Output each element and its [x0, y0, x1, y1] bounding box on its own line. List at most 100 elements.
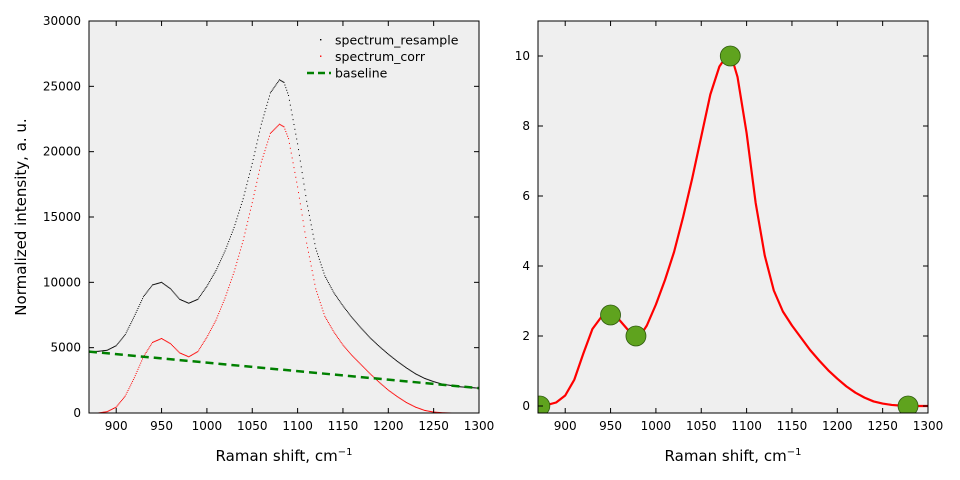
series-spectrum_resample-point — [301, 172, 303, 174]
series-spectrum_resample-point — [293, 123, 295, 125]
series-spectrum_resample-point — [125, 332, 127, 334]
series-spectrum_corr-point — [296, 181, 298, 183]
series-spectrum_resample-point — [100, 350, 102, 352]
series-spectrum_corr-point — [129, 386, 131, 388]
series-spectrum_resample-point — [335, 294, 337, 296]
series-spectrum_corr-point — [376, 380, 378, 382]
series-spectrum_resample-point — [302, 177, 304, 179]
series-spectrum_corr-point — [425, 410, 427, 412]
x-tick-label: 1150 — [777, 419, 808, 433]
series-spectrum_resample-point — [345, 308, 347, 310]
series-spectrum_corr-point — [401, 399, 403, 401]
series-spectrum_resample-point — [424, 377, 426, 379]
series-spectrum_resample-point — [354, 320, 356, 322]
series-spectrum_resample-point — [327, 280, 329, 282]
series-spectrum_resample-point — [106, 349, 108, 351]
series-spectrum_resample-point — [153, 283, 155, 285]
series-spectrum_resample-point — [298, 149, 300, 151]
series-spectrum_resample-point — [321, 267, 323, 269]
series-spectrum_resample-point — [133, 315, 135, 317]
series-spectrum_resample-point — [422, 376, 424, 378]
series-spectrum_corr-point — [110, 409, 112, 411]
series-spectrum_resample-point — [392, 357, 394, 359]
series-spectrum_corr-point — [327, 320, 329, 322]
series-spectrum_corr-point — [348, 351, 350, 353]
series-spectrum_resample-point — [294, 128, 296, 130]
series-spectrum_corr-point — [119, 402, 121, 404]
series-spectrum_resample-point — [337, 298, 339, 300]
series-spectrum_corr-point — [339, 340, 341, 342]
series-spectrum_corr-point — [410, 404, 412, 406]
series-spectrum_corr-point — [345, 347, 347, 349]
series-spectrum_corr-point — [414, 406, 416, 408]
series-spectrum_corr-point — [254, 189, 256, 191]
series-spectrum_corr-point — [143, 354, 145, 356]
series-spectrum_resample-point — [473, 387, 475, 389]
series-spectrum_corr-point — [167, 341, 169, 343]
series-spectrum_corr-point — [438, 411, 440, 413]
series-spectrum_corr-point — [128, 388, 130, 390]
series-spectrum_corr-point — [341, 343, 343, 345]
series-spectrum_resample-point — [173, 292, 175, 294]
series-spectrum_resample-point — [330, 287, 332, 289]
series-spectrum_corr-point — [420, 408, 422, 410]
series-spectrum_corr-point — [314, 283, 316, 285]
series-spectrum_corr-point — [212, 324, 214, 326]
series-spectrum_resample-point — [318, 258, 320, 260]
series-spectrum_resample-point — [429, 379, 431, 381]
series-spectrum_resample-point — [395, 360, 397, 362]
series-spectrum_resample-point — [236, 218, 238, 220]
series-spectrum_corr-point — [223, 299, 225, 301]
series-spectrum_corr-point — [160, 338, 162, 340]
series-spectrum_corr-point — [115, 406, 117, 408]
series-spectrum_resample-point — [230, 234, 232, 236]
series-spectrum_resample-point — [327, 282, 329, 284]
y-tick-label: 6 — [522, 189, 530, 203]
series-spectrum_corr-point — [321, 307, 323, 309]
series-spectrum_resample-point — [316, 250, 318, 252]
series-spectrum_corr-point — [347, 350, 349, 352]
series-spectrum_corr-point — [423, 409, 425, 411]
series-spectrum_corr-point — [318, 299, 320, 301]
series-spectrum_resample-point — [244, 191, 246, 193]
series-spectrum_corr-point — [267, 141, 269, 143]
series-spectrum_corr-point — [426, 410, 428, 412]
series-spectrum_resample-point — [277, 81, 279, 83]
series-spectrum_corr-point — [192, 353, 194, 355]
series-spectrum_corr-point — [383, 385, 385, 387]
series-spectrum_corr-point — [239, 249, 241, 251]
series-spectrum_corr-point — [416, 407, 418, 409]
series-spectrum_corr-point — [366, 369, 368, 371]
series-spectrum_resample-point — [103, 350, 105, 352]
series-spectrum_resample-point — [320, 264, 322, 266]
series-spectrum_resample-point — [208, 282, 210, 284]
series-spectrum_resample-point — [413, 372, 415, 374]
series-spectrum_corr-point — [329, 325, 331, 327]
series-spectrum_corr-point — [130, 384, 132, 386]
series-spectrum_resample-point — [352, 318, 354, 320]
series-spectrum_resample-point — [107, 349, 109, 351]
series-spectrum_resample-point — [165, 285, 167, 287]
series-spectrum_resample-point — [186, 301, 188, 303]
x-axis-label: Raman shift, cm−1 — [216, 447, 353, 465]
series-spectrum_corr-point — [312, 274, 314, 276]
series-spectrum_resample-point — [367, 335, 369, 337]
series-spectrum_corr-point — [407, 402, 409, 404]
series-spectrum_resample-point — [131, 321, 133, 323]
series-spectrum_corr-point — [406, 402, 408, 404]
series-spectrum_corr-point — [208, 333, 210, 335]
series-spectrum_corr-point — [437, 411, 439, 413]
series-spectrum_resample-point — [291, 114, 293, 116]
series-spectrum_corr-point — [402, 399, 404, 401]
series-spectrum_resample-point — [412, 371, 414, 373]
series-spectrum_resample-point — [187, 302, 189, 304]
series-spectrum_corr-point — [111, 408, 113, 410]
series-spectrum_resample-point — [135, 311, 137, 313]
series-spectrum_resample-point — [290, 109, 292, 111]
legend-marker — [320, 39, 322, 41]
series-spectrum_corr-point — [357, 361, 359, 363]
series-spectrum_resample-point — [271, 89, 273, 91]
series-spectrum_corr-point — [237, 258, 239, 260]
series-spectrum_resample-point — [272, 88, 274, 90]
series-spectrum_resample-point — [140, 302, 142, 304]
